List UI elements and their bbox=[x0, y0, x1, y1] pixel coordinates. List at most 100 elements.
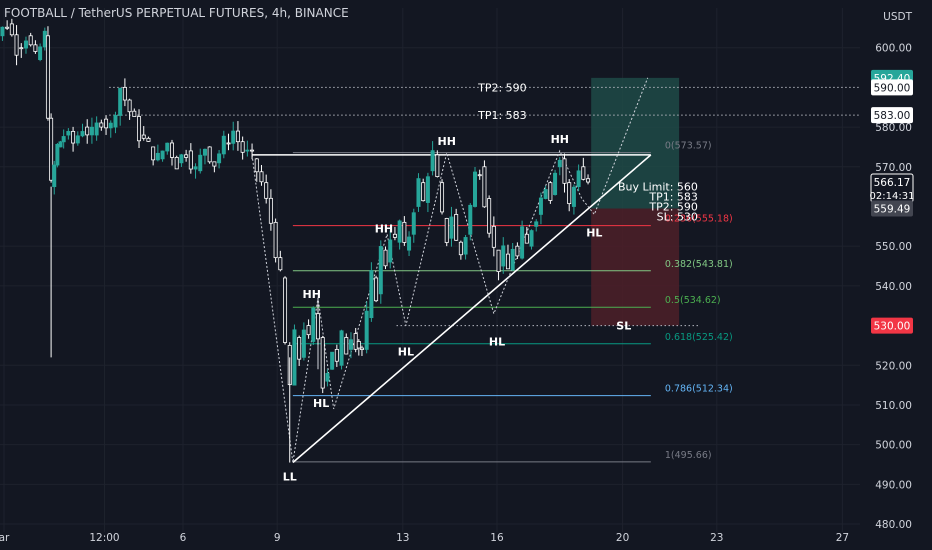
pivot-label-ll: LL bbox=[283, 470, 297, 483]
candle-up bbox=[397, 220, 402, 243]
candle-down bbox=[402, 221, 407, 243]
candle-up bbox=[198, 154, 203, 172]
candle-down bbox=[28, 35, 33, 46]
tp1-label: TP1: 583 bbox=[477, 109, 527, 122]
candle-up bbox=[510, 248, 515, 271]
candle-up bbox=[388, 239, 393, 263]
price-tick-label: 490.00 bbox=[875, 479, 912, 491]
candle-up bbox=[501, 245, 506, 267]
candle-down bbox=[85, 126, 90, 136]
time-axis: ar 12:00 6 9 13 16 20 23 27 bbox=[0, 532, 849, 544]
candle-down bbox=[99, 122, 104, 128]
pivot-label-hh: HH bbox=[303, 288, 321, 301]
candle-up bbox=[425, 176, 430, 203]
time-tick-label: 16 bbox=[490, 532, 504, 544]
candle-down bbox=[5, 26, 10, 29]
candle-down bbox=[334, 348, 339, 362]
candle-down bbox=[104, 118, 109, 129]
candle-down bbox=[320, 337, 325, 389]
price-tick-label: 500.00 bbox=[875, 440, 912, 452]
candle-down bbox=[356, 341, 361, 349]
candle-up bbox=[80, 131, 85, 137]
candle-up bbox=[378, 246, 383, 295]
candle-down bbox=[421, 182, 426, 202]
candle-up bbox=[348, 339, 353, 350]
candle-up bbox=[61, 136, 66, 143]
candle-up bbox=[66, 131, 71, 136]
fib-level-label: 0.382(543.81) bbox=[665, 259, 733, 270]
candle-down bbox=[344, 337, 349, 355]
candle-down bbox=[9, 23, 14, 36]
candle-down bbox=[146, 137, 151, 142]
sl-label: SL bbox=[616, 320, 631, 333]
price-axis: USDT 600.00 580.00 570.00 550.00 540.00 520.00… bbox=[870, 11, 915, 531]
candle-down bbox=[137, 116, 142, 142]
candle-down bbox=[207, 146, 212, 163]
fib-level-label: 1(495.66) bbox=[665, 450, 712, 461]
candle-up bbox=[113, 115, 118, 128]
price-badge-label: 559.49 bbox=[874, 204, 911, 216]
price-badge-white bbox=[871, 79, 913, 96]
candle-down bbox=[392, 233, 397, 238]
candle-up bbox=[42, 30, 47, 48]
candle-down bbox=[151, 146, 156, 161]
position-zones bbox=[591, 77, 680, 326]
candle-up bbox=[108, 122, 113, 129]
candle-up bbox=[430, 150, 435, 172]
candle-down bbox=[374, 277, 379, 302]
candle-up bbox=[534, 221, 539, 227]
candle-down bbox=[250, 149, 255, 152]
candle-down bbox=[440, 182, 445, 213]
candle-down bbox=[240, 141, 245, 153]
candle-up bbox=[463, 237, 468, 255]
candle-up bbox=[576, 170, 581, 188]
candle-up bbox=[339, 330, 344, 366]
candle-up bbox=[55, 143, 60, 166]
candle-down bbox=[254, 158, 259, 173]
candle-up bbox=[94, 122, 99, 136]
candle-down bbox=[132, 110, 137, 117]
price-tick-label: 570.00 bbox=[875, 162, 912, 174]
price-tick-label: 540.00 bbox=[875, 281, 912, 293]
candle-down bbox=[586, 178, 591, 183]
candle-up bbox=[217, 153, 222, 164]
candle-up bbox=[369, 270, 374, 319]
candle-down bbox=[235, 130, 240, 143]
candlestick-series bbox=[0, 18, 591, 463]
candle-down bbox=[383, 249, 388, 267]
candle-up bbox=[38, 46, 43, 61]
candle-up bbox=[52, 164, 57, 188]
candle-down bbox=[315, 313, 320, 340]
candle-down bbox=[283, 277, 288, 343]
pivot-label-hl: HL bbox=[398, 345, 414, 358]
candle-up bbox=[155, 152, 160, 161]
price-badge-label: 530.00 bbox=[874, 321, 911, 333]
time-tick-label: 9 bbox=[274, 532, 281, 544]
candle-up bbox=[553, 172, 558, 195]
candle-down bbox=[169, 142, 174, 158]
candle-down bbox=[567, 182, 572, 205]
fib-level-label: 0.236(555.18) bbox=[665, 214, 733, 225]
candle-up bbox=[325, 372, 330, 382]
candle-down bbox=[14, 34, 19, 56]
candle-up bbox=[202, 148, 207, 156]
candle-up bbox=[221, 135, 226, 155]
entry-info-line: TP2: 590 bbox=[648, 201, 698, 214]
drawing-lines: TP2: 590 TP1: 583 SL bbox=[109, 77, 860, 464]
price-badge-label: 590.00 bbox=[874, 82, 911, 94]
candle-down bbox=[524, 233, 529, 244]
candle-up bbox=[75, 135, 80, 144]
candle-down bbox=[127, 99, 132, 113]
price-tick-label: 550.00 bbox=[875, 241, 912, 253]
candle-up bbox=[301, 329, 306, 358]
price-tick-label: 600.00 bbox=[875, 43, 912, 55]
candle-up bbox=[543, 189, 548, 199]
candle-down bbox=[174, 156, 179, 170]
candle-down bbox=[487, 198, 492, 234]
candle-down bbox=[273, 221, 278, 259]
candle-down bbox=[496, 249, 501, 272]
candle-down bbox=[212, 161, 217, 167]
candle-down bbox=[188, 150, 193, 170]
time-tick-label: ar bbox=[0, 532, 10, 544]
